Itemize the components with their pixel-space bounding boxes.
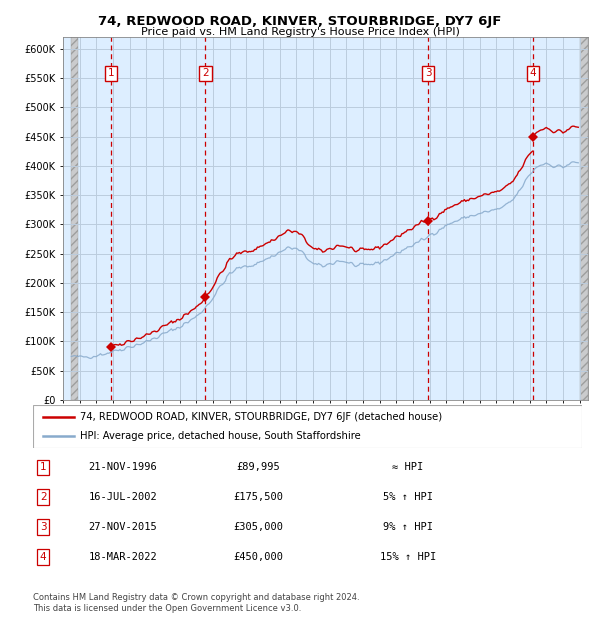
Text: 3: 3 [425, 68, 431, 79]
Text: £450,000: £450,000 [233, 552, 283, 562]
Text: HPI: Average price, detached house, South Staffordshire: HPI: Average price, detached house, Sout… [80, 432, 361, 441]
Text: Price paid vs. HM Land Registry's House Price Index (HPI): Price paid vs. HM Land Registry's House … [140, 27, 460, 37]
Text: £305,000: £305,000 [233, 522, 283, 532]
Text: 1: 1 [107, 68, 115, 79]
Text: 5% ↑ HPI: 5% ↑ HPI [383, 492, 433, 502]
Bar [71, 37, 79, 400]
Text: 21-NOV-1996: 21-NOV-1996 [89, 463, 157, 472]
FancyBboxPatch shape [33, 405, 582, 448]
Text: 4: 4 [40, 552, 47, 562]
Text: 18-MAR-2022: 18-MAR-2022 [89, 552, 157, 562]
Text: 2: 2 [40, 492, 47, 502]
Text: 15% ↑ HPI: 15% ↑ HPI [380, 552, 436, 562]
Text: 74, REDWOOD ROAD, KINVER, STOURBRIDGE, DY7 6JF (detached house): 74, REDWOOD ROAD, KINVER, STOURBRIDGE, D… [80, 412, 442, 422]
Bar [580, 37, 588, 400]
Text: 4: 4 [530, 68, 536, 79]
Text: 3: 3 [40, 522, 47, 532]
Text: 74, REDWOOD ROAD, KINVER, STOURBRIDGE, DY7 6JF: 74, REDWOOD ROAD, KINVER, STOURBRIDGE, D… [98, 16, 502, 29]
Text: £175,500: £175,500 [233, 492, 283, 502]
Text: Contains HM Land Registry data © Crown copyright and database right 2024.
This d: Contains HM Land Registry data © Crown c… [33, 593, 359, 613]
Text: 9% ↑ HPI: 9% ↑ HPI [383, 522, 433, 532]
Text: 16-JUL-2002: 16-JUL-2002 [89, 492, 157, 502]
Text: 1: 1 [40, 463, 47, 472]
Text: 27-NOV-2015: 27-NOV-2015 [89, 522, 157, 532]
Text: ≈ HPI: ≈ HPI [392, 463, 424, 472]
Text: 2: 2 [202, 68, 209, 79]
Text: £89,995: £89,995 [236, 463, 280, 472]
